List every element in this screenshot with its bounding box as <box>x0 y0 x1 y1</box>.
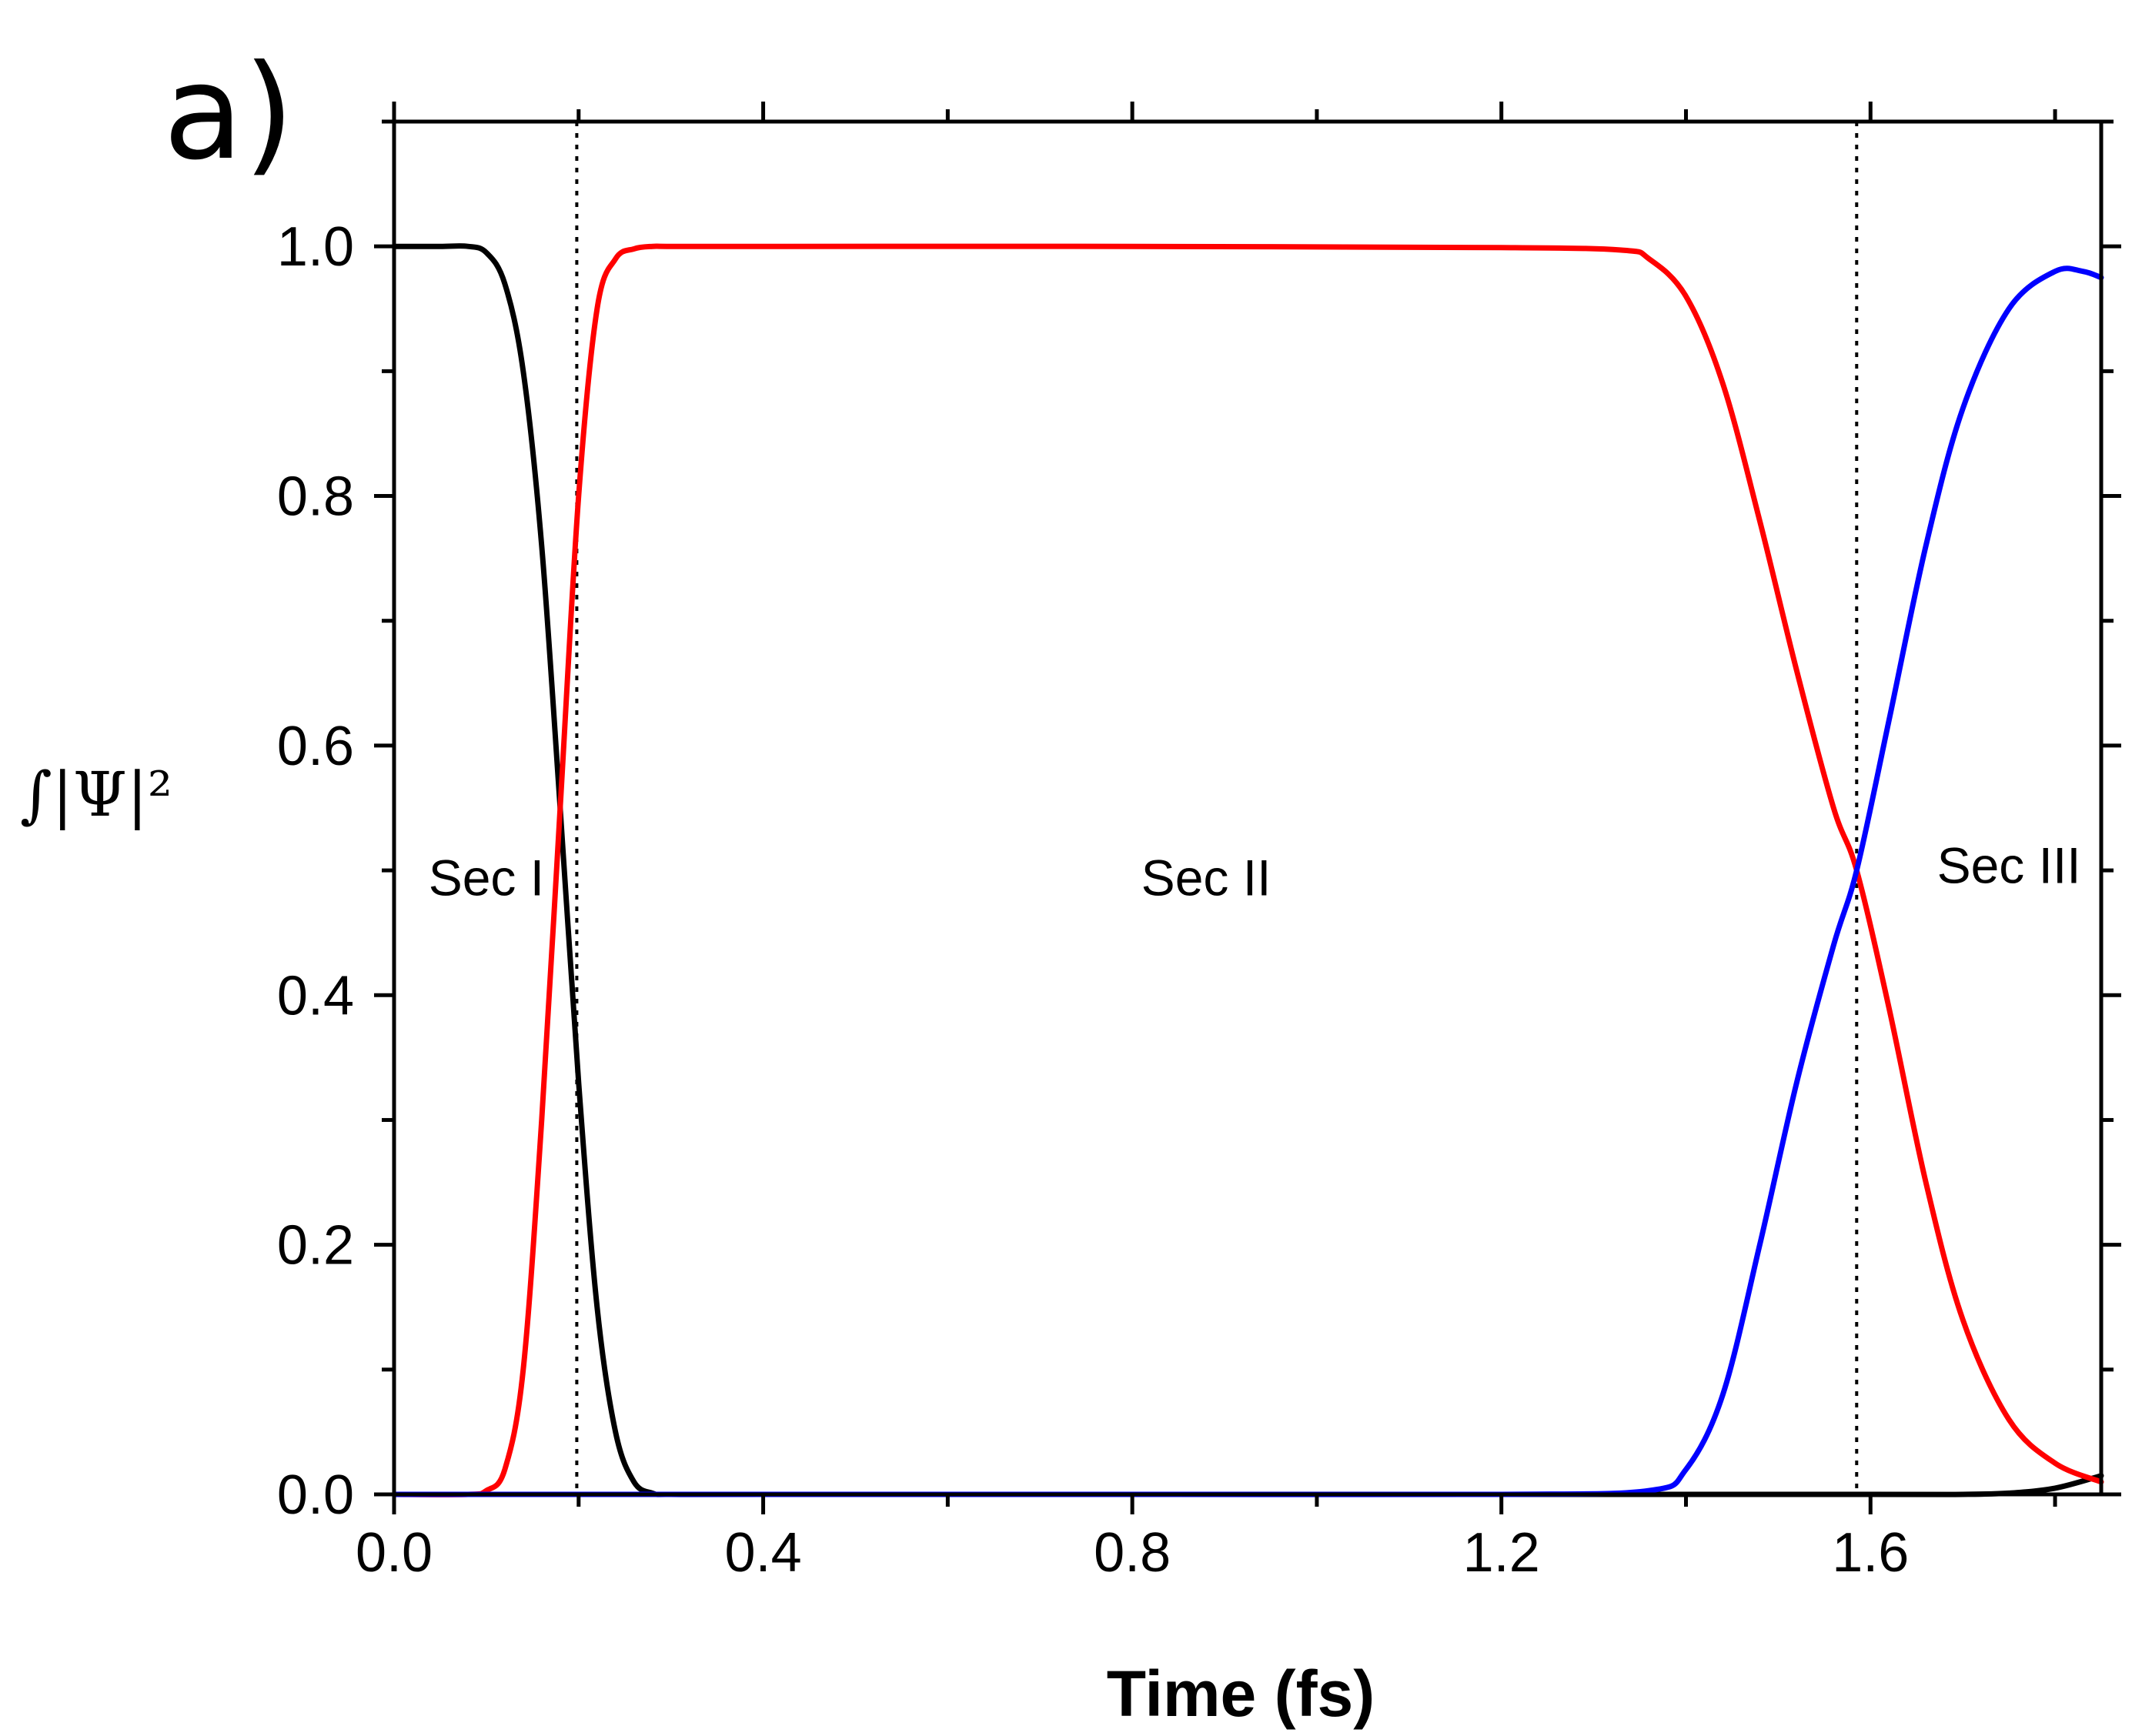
section-label-3: Sec III <box>1937 836 2081 893</box>
y-tick-label: 0.2 <box>277 1215 354 1277</box>
series-line-red <box>391 243 2104 1497</box>
x-tick-label: 0.8 <box>1094 1522 1171 1584</box>
section-label-1: Sec I <box>429 850 544 906</box>
section-label-2: Sec II <box>1141 850 1271 906</box>
y-tick-label: 0.0 <box>277 1464 354 1526</box>
x-tick-label: 0.0 <box>356 1522 433 1584</box>
panel-label: a) <box>163 37 295 189</box>
y-tick-label: 0.6 <box>277 716 354 777</box>
x-tick-label: 0.4 <box>725 1522 802 1584</box>
y-tick-label: 1.0 <box>277 216 354 278</box>
guides-layer <box>575 122 1859 1494</box>
y-axis-title: ∫|Ψ|² <box>20 759 172 830</box>
x-tick-label: 1.6 <box>1832 1522 1909 1584</box>
x-tick-label: 1.2 <box>1463 1522 1540 1584</box>
x-axis-title: Time (fs) <box>1107 1658 1375 1730</box>
y-tick-label: 0.4 <box>277 965 354 1027</box>
ticks-layer <box>374 102 2121 1514</box>
labels-layer: 0.0 0.4 0.8 1.2 1.6 0.0 0.2 0.4 0.6 0.8 1.0 <box>277 216 1909 1584</box>
y-tick-label: 0.8 <box>277 466 354 528</box>
annot-layer: Sec I Sec II Sec III <box>429 836 2081 906</box>
frame-layer <box>392 119 2104 1497</box>
